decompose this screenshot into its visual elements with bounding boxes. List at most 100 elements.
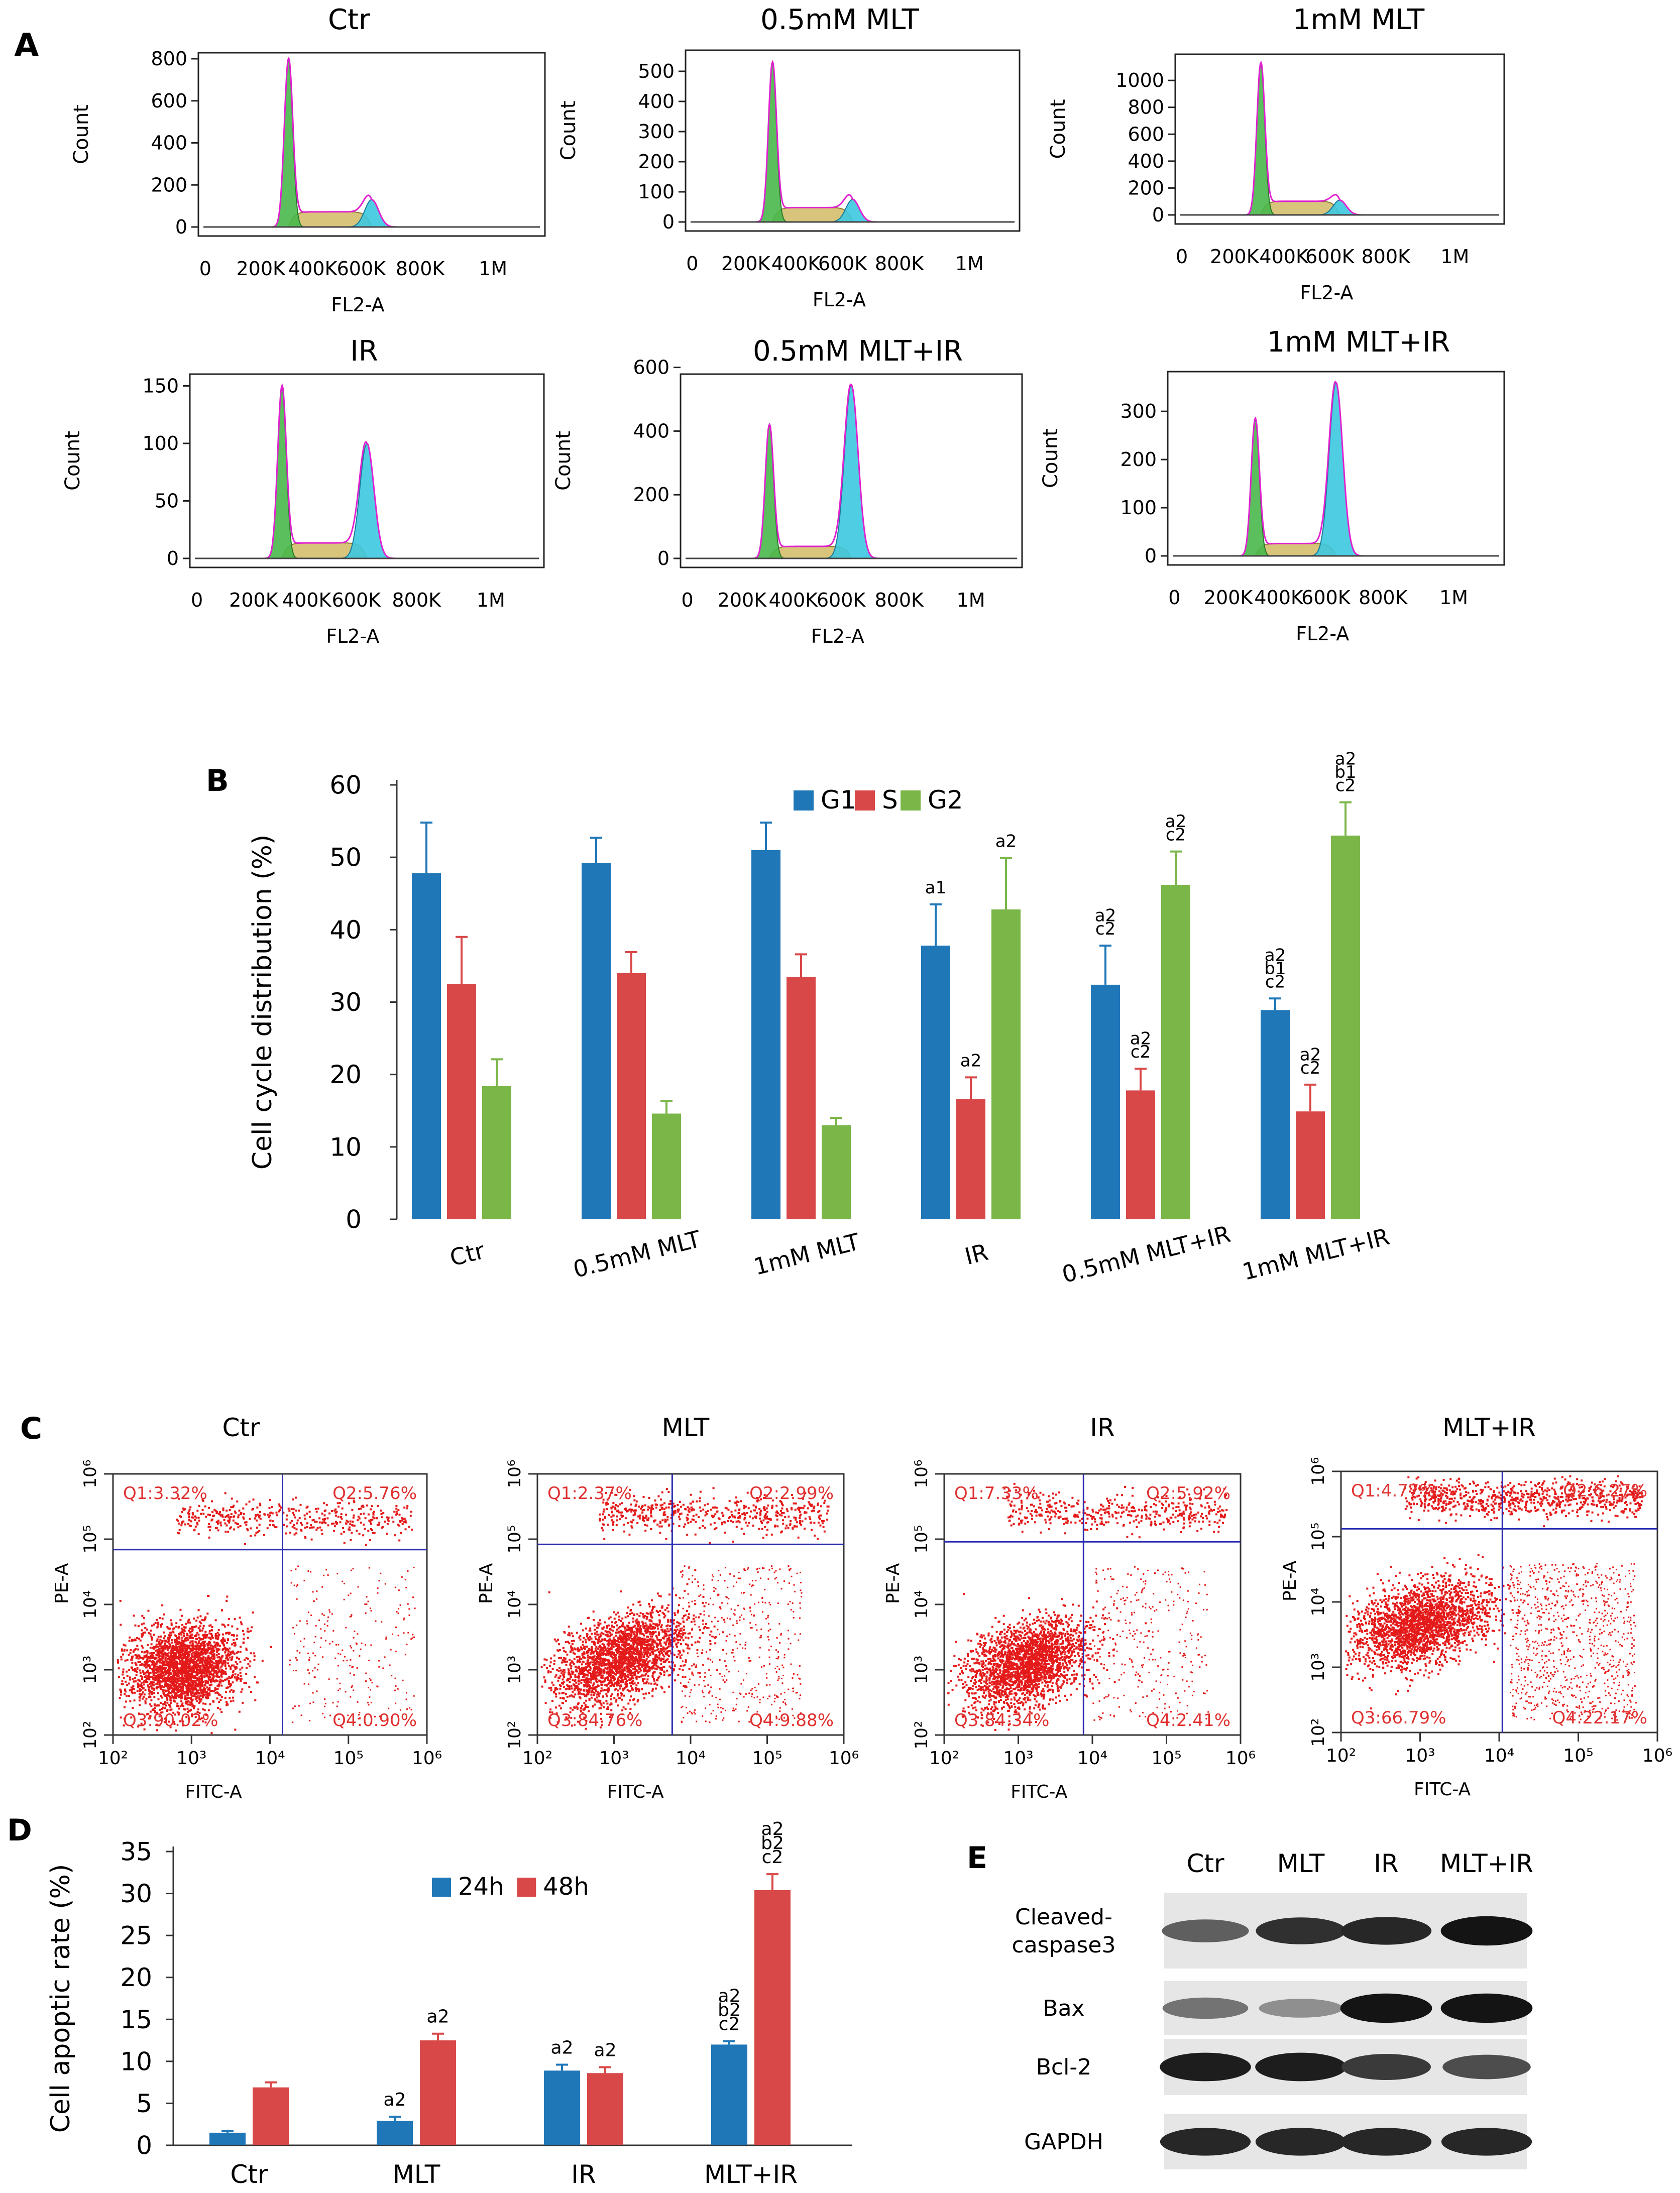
significance-label: c2 (1265, 972, 1285, 992)
x-tick-label: 10² (929, 1748, 959, 1769)
y-tick-label: 25 (120, 1921, 152, 1950)
significance-label: a2 (761, 1819, 784, 1839)
x-tick-label: 10² (1326, 1746, 1356, 1766)
x-tick-label: 10⁵ (752, 1748, 782, 1769)
quadrant-q3: Q3:66.79% (1351, 1708, 1446, 1728)
significance-label: c2 (1335, 776, 1356, 796)
y-tick-label: 0 (175, 216, 187, 238)
significance-label: a2 (1335, 749, 1356, 769)
x-tick-label: 10⁴ (1077, 1748, 1107, 1769)
y-tick-label: 35 (120, 1837, 152, 1867)
category-label: Ctr (230, 2160, 268, 2189)
quadrant-q4: Q4:9.88% (749, 1710, 834, 1730)
significance-label: b2 (718, 2000, 741, 2021)
scatter-plot-4: MLT+IR Q1:4.77% Q2:6.27% Q3:66.79% Q4:22.17%… (1280, 1413, 1672, 1800)
x-tick-label: 800K (874, 589, 924, 611)
quadrant-q2: Q2:5.92% (1146, 1483, 1230, 1504)
bar-s (1126, 1090, 1155, 1219)
x-tick-label: 400K (288, 258, 338, 280)
significance-label: a2 (1265, 945, 1286, 965)
significance-label: c2 (1095, 919, 1115, 939)
histogram-title: IR (350, 335, 378, 368)
bar-s (787, 977, 816, 1219)
significance-label: c2 (1166, 825, 1186, 845)
x-axis-label: FL2-A (326, 625, 379, 647)
blot-band (1162, 1919, 1249, 1942)
y-tick-label: 10⁴ (505, 1590, 525, 1619)
x-tick-label: 600K (818, 253, 868, 275)
y-tick-label: 10⁴ (80, 1590, 100, 1619)
x-axis-label: FL2-A (1300, 282, 1353, 304)
y-tick-label: 400 (151, 132, 187, 154)
bar-48h (420, 2040, 456, 2145)
blot-band (1341, 2054, 1431, 2080)
bar-s (447, 984, 476, 1219)
significance-label: c2 (1131, 1042, 1151, 1062)
event-dots (540, 1487, 830, 1730)
x-tick-label: 10⁵ (333, 1748, 364, 1769)
significance-label: a2 (427, 2007, 450, 2027)
bar-g2 (652, 1113, 681, 1219)
y-tick-label: 10⁵ (912, 1525, 932, 1554)
panel-label-a: A (14, 27, 39, 64)
y-tick-label: 30 (329, 988, 362, 1017)
y-axis-label: PE-A (476, 1563, 497, 1604)
y-tick-label: 200 (638, 151, 675, 173)
x-tick-label: 10² (98, 1748, 128, 1769)
protein-label: GAPDH (1024, 2129, 1103, 2155)
x-tick-label: 10⁶ (412, 1748, 442, 1769)
blot-band (1256, 1917, 1346, 1944)
histogram-3: 1mM MLT 0 200 400 600 800 1000 Count 0 200K 400K60… (1047, 4, 1505, 304)
y-tick-label: 10³ (80, 1656, 100, 1684)
blot-band (1441, 2128, 1532, 2156)
legend-swatch (855, 790, 875, 811)
protein-label: Bax (1043, 1996, 1084, 2021)
legend-label: G2 (928, 785, 963, 815)
panel-label-b: B (206, 763, 229, 798)
category-label: 0.5mM MLT (571, 1225, 704, 1283)
bar-48h (754, 1890, 791, 2145)
x-tick-label: 0 (1176, 246, 1188, 268)
bar-g1 (582, 863, 611, 1219)
y-tick-label: 10 (120, 2047, 152, 2076)
scatter-title: MLT+IR (1442, 1413, 1536, 1442)
lane-label: IR (1374, 1849, 1399, 1878)
event-dots (1345, 1475, 1644, 1721)
y-tick-label: 30 (120, 1879, 152, 1908)
quadrant-q2: Q2:6.27% (1563, 1481, 1647, 1501)
significance-label: a2 (718, 1986, 741, 2007)
quadrant-q4: Q4:2.41% (1146, 1710, 1230, 1730)
x-tick-label: 0 (191, 589, 203, 611)
y-tick-label: 200 (1128, 177, 1164, 199)
x-tick-label: 800K (1361, 246, 1411, 268)
x-tick-label: 10⁶ (829, 1748, 859, 1769)
histogram-title: Ctr (328, 4, 371, 36)
x-tick-label: 10³ (599, 1748, 629, 1769)
bar-g1 (412, 873, 441, 1219)
y-tick-label: 10² (1308, 1718, 1328, 1747)
histogram-title: 0.5mM MLT+IR (753, 335, 963, 368)
x-axis-label: FITC-A (1414, 1779, 1471, 1800)
bar-g2 (482, 1086, 511, 1219)
x-tick-label: 800K (875, 253, 925, 275)
x-tick-label: 800K (392, 589, 441, 611)
bar-48h (587, 2073, 623, 2145)
x-tick-label: 10⁶ (1225, 1748, 1256, 1769)
significance-label: c2 (1300, 1058, 1320, 1078)
histogram-title: 1mM MLT (1293, 4, 1425, 36)
y-tick-label: 200 (1120, 448, 1157, 471)
x-tick-label: 800K (396, 258, 445, 280)
y-tick-label: 10⁶ (505, 1460, 525, 1488)
significance-label: a2 (384, 2090, 406, 2110)
legend-swatch (794, 790, 814, 811)
x-tick-label: 10⁵ (1151, 1748, 1181, 1769)
lane-label: Ctr (1186, 1849, 1224, 1878)
x-tick-label: 600K (1301, 587, 1351, 609)
blot-band (1340, 2128, 1432, 2156)
legend-label: S (882, 785, 898, 815)
x-tick-label: 1M (479, 258, 507, 280)
y-tick-label: 10⁵ (1308, 1523, 1328, 1551)
